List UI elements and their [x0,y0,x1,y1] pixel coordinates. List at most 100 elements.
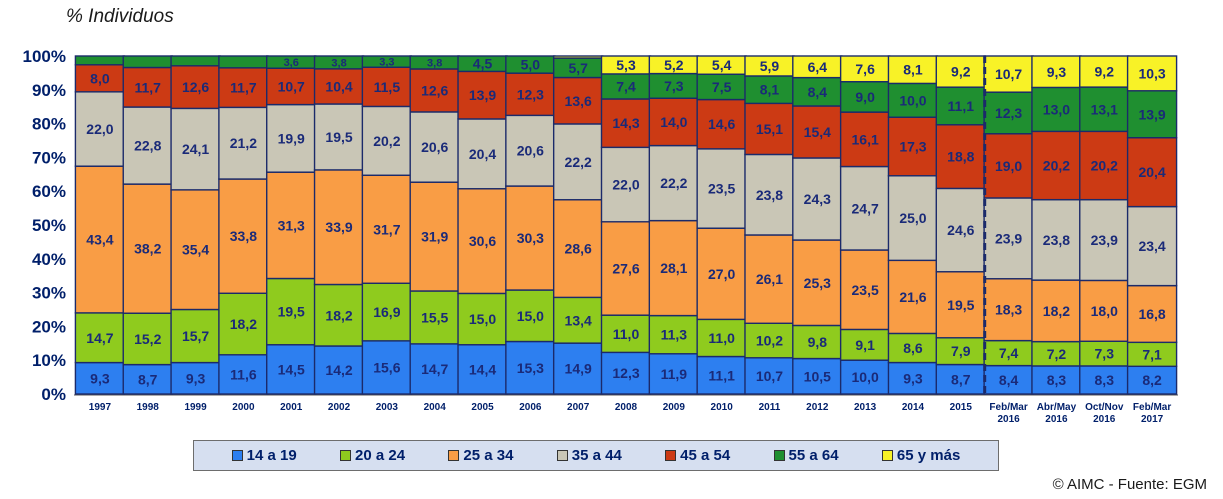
y-tick-label: 80% [32,115,66,134]
chart-legend: 14 a 19 20 a 24 25 a 34 35 a 44 45 a 54 55 a … [193,440,999,471]
data-label: 30,3 [517,230,544,246]
y-tick-label: 100% [23,47,66,66]
data-label: 8,7 [951,371,971,387]
bar-segment [792,324,843,360]
data-label: 5,0 [521,57,541,73]
data-label: 11,3 [661,327,688,343]
data-label: 17,3 [899,139,926,155]
data-label: 35,4 [182,242,209,258]
legend-swatch [665,450,677,461]
data-label: 43,4 [86,232,113,248]
data-label: 9,3 [90,370,110,386]
y-tick-label: 40% [32,250,66,269]
data-label: 10,7 [995,66,1022,82]
data-label: 8,6 [903,340,923,356]
data-label: 23,5 [708,181,735,197]
data-label: 12,3 [995,105,1022,121]
legend-item: 14 a 19 [231,447,297,464]
data-label: 15,7 [182,328,209,344]
data-label: 3,6 [284,57,299,69]
data-label: 15,1 [756,121,783,137]
data-label: 12,6 [421,82,448,98]
bar-segment [409,290,460,345]
x-tick-label: 2017 [1141,414,1164,425]
data-label: 7,1 [1142,346,1162,362]
data-label: 27,6 [612,261,639,277]
data-label: 14,7 [86,330,113,346]
legend-item: 45 a 54 [665,447,730,464]
data-label: 11,0 [613,326,640,342]
data-label: 30,6 [469,233,496,249]
x-tick-label: 2006 [519,402,542,413]
data-label: 11,6 [230,366,257,382]
data-label: 13,9 [469,87,496,103]
data-label: 20,2 [373,133,400,149]
y-tick-label: 10% [32,351,66,370]
data-label: 12,3 [517,86,544,102]
bar-segment [696,73,747,101]
bar-segment [744,75,795,105]
data-label: 5,4 [712,57,732,73]
data-label: 14,6 [708,116,735,132]
data-label: 20,6 [421,139,448,155]
data-label: 28,1 [660,260,687,276]
legend-label: 14 a 19 [246,447,297,464]
data-label: 13,0 [1043,101,1070,117]
data-label: 22,8 [134,138,161,154]
data-label: 33,9 [325,219,352,235]
data-label: 11,9 [661,366,688,382]
data-label: 14,9 [565,361,592,377]
bar-segment [839,359,891,395]
data-label: 8,3 [1047,372,1067,388]
legend-item: 20 a 24 [340,447,405,464]
data-label: 13,1 [1091,101,1118,117]
bar-segment [552,342,604,395]
bar-segment [74,55,126,66]
bar-segment [552,123,604,201]
data-label: 19,5 [325,129,352,145]
bar-segment [552,76,604,125]
data-label: 25,0 [899,210,926,226]
data-label: 11,5 [374,79,401,95]
bar-segment [935,271,986,339]
data-label: 8,4 [808,84,828,100]
bar-segment [74,64,126,93]
legend-swatch [340,450,352,461]
legend-swatch [881,450,893,461]
data-label: 11,1 [708,367,735,383]
data-label: 16,1 [852,131,879,147]
bar-segment [218,55,269,69]
x-tick-label: 2005 [471,402,494,413]
bar-segment [122,55,173,69]
bar-segment [361,174,413,284]
x-tick-label: 2014 [902,402,925,413]
source-credit: © AIMC - Fuente: EGM [1052,476,1207,493]
x-tick-label: 2002 [328,402,351,413]
bar-segment [1031,130,1082,201]
data-label: 9,8 [808,334,828,350]
x-tick-label: 2007 [567,402,590,413]
bar-segment [792,157,843,241]
chart-title: % Individuos [66,6,174,27]
data-label: 7,9 [951,343,971,359]
bar-segment [552,55,604,59]
data-label: 31,3 [278,217,305,233]
data-label: 14,5 [278,361,305,377]
data-label: 8,1 [760,82,780,98]
bar-segment [935,86,986,126]
data-label: 9,1 [855,337,875,353]
data-label: 22,0 [612,177,639,193]
bar-segment [839,111,891,168]
bar-segment [457,188,508,295]
legend-item: 35 a 44 [556,447,622,464]
data-label: 4,5 [473,56,493,72]
data-label: 14,2 [325,362,352,378]
data-label: 12,3 [612,365,639,381]
legend-label: 35 a 44 [571,447,622,464]
legend-swatch [556,450,568,461]
data-label: 15,0 [517,308,544,324]
x-tick-label: 2012 [806,402,829,413]
data-label: 23,8 [756,187,783,203]
data-label: 13,6 [565,93,592,109]
data-label: 10,2 [756,333,783,349]
